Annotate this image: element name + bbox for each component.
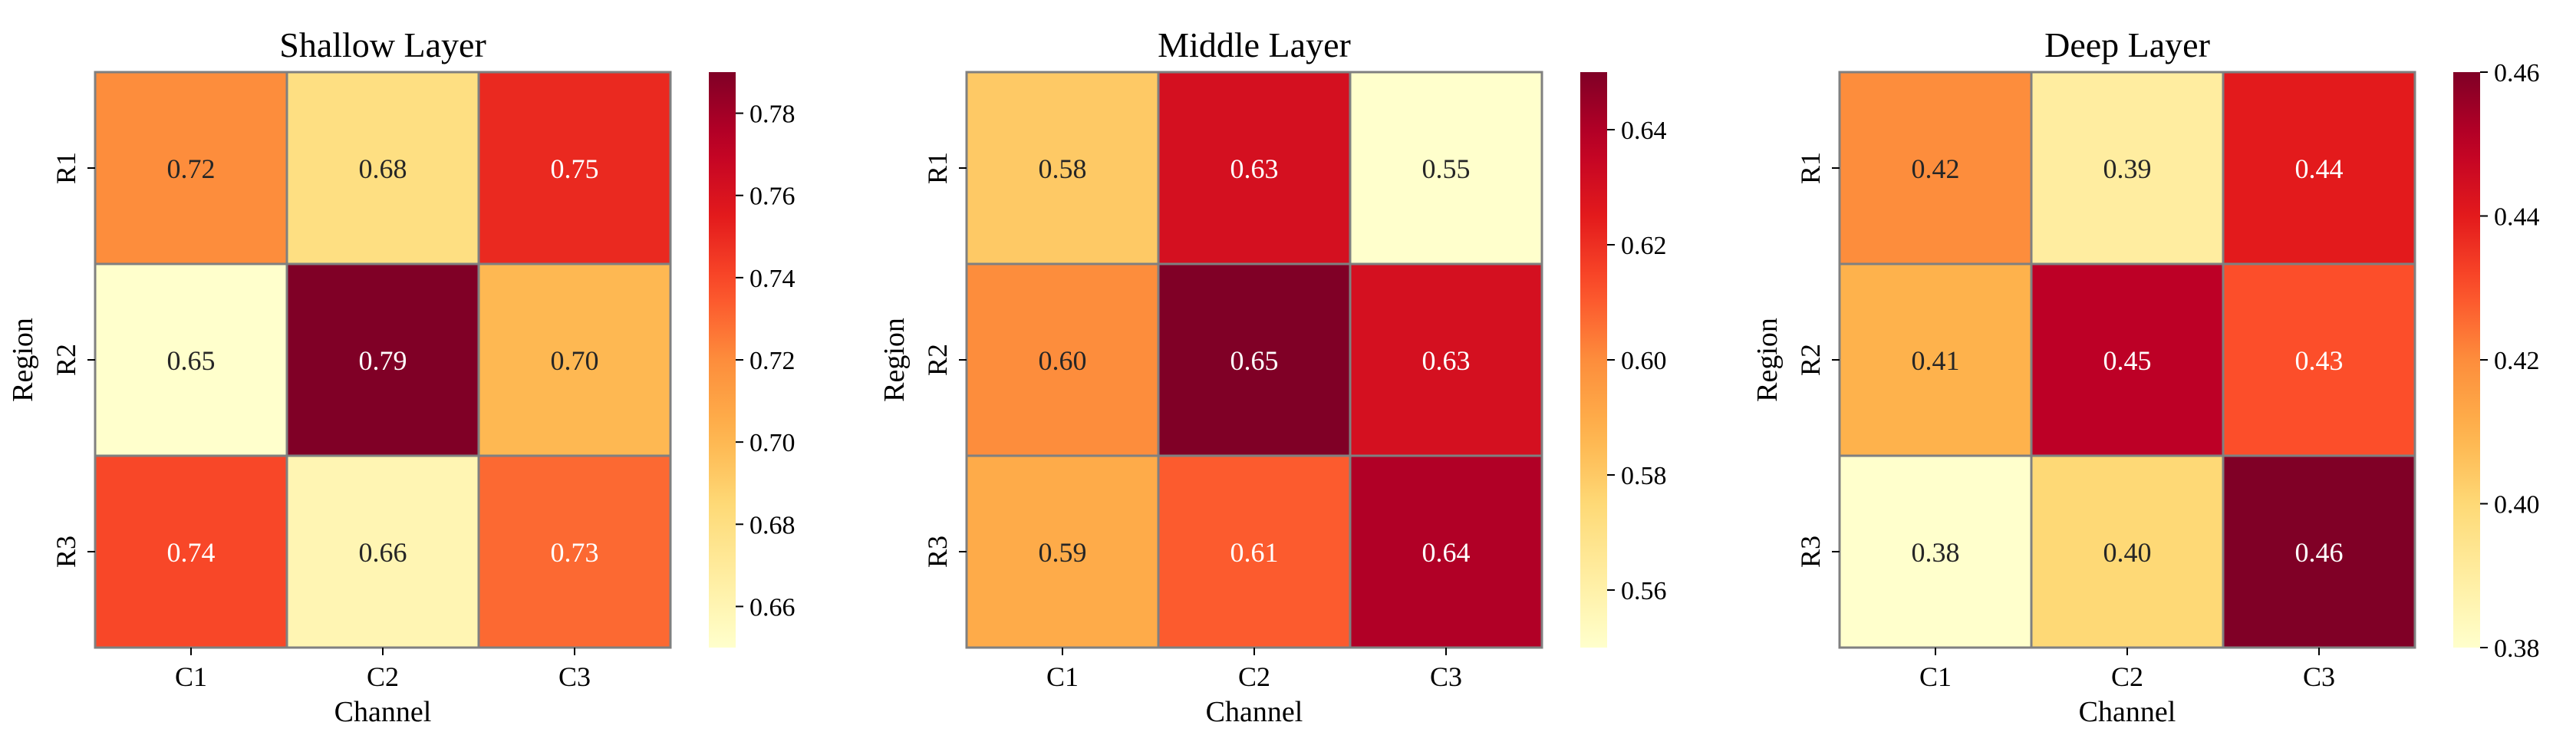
heatmap-cell [1157, 71, 1352, 265]
chart-title: Deep Layer [2044, 25, 2210, 64]
y-tick-label: R2 [1795, 344, 1826, 376]
y-tick-label: R1 [1795, 152, 1826, 184]
x-axis-label: Channel [334, 696, 432, 728]
heatmap-cell [2030, 454, 2225, 649]
heatmap-cell [965, 454, 1160, 649]
chart-title: Middle Layer [1158, 25, 1351, 64]
x-tick-label: C2 [1238, 661, 1270, 692]
heatmap-cell [2222, 262, 2416, 457]
x-tick-label: C3 [2303, 661, 2335, 692]
cell-value-label: 0.70 [551, 345, 599, 376]
colorbar-tick-label: 0.40 [2494, 491, 2540, 519]
colorbar-tick-label: 0.72 [749, 347, 796, 375]
heatmap-cell [1157, 454, 1352, 649]
heatmap-cell [94, 262, 288, 457]
cell-value-label: 0.41 [1912, 345, 1960, 376]
colorbar-tick-label: 0.56 [1621, 577, 1667, 605]
cell-value-label: 0.60 [1039, 345, 1087, 376]
y-tick-label: R2 [51, 344, 81, 376]
cell-value-label: 0.64 [1422, 537, 1471, 568]
x-axis-label: Channel [2079, 696, 2176, 728]
cell-value-label: 0.46 [2295, 537, 2344, 568]
heatmap-cell [1838, 71, 2033, 265]
y-tick-label: R1 [922, 152, 953, 184]
y-tick-label: R2 [922, 344, 953, 376]
cell-value-label: 0.79 [359, 345, 407, 376]
heatmap-cell [2222, 71, 2416, 265]
x-tick-label: C1 [1046, 661, 1079, 692]
cell-value-label: 0.72 [167, 153, 216, 184]
y-tick-label: R3 [1795, 536, 1826, 568]
colorbar [709, 72, 736, 648]
colorbar-tick-label: 0.68 [749, 511, 796, 539]
colorbar-tick-label: 0.38 [2494, 635, 2540, 663]
y-axis-label: Region [1751, 318, 1784, 402]
y-tick-label: R3 [922, 536, 953, 568]
y-tick-label: R3 [51, 536, 81, 568]
cell-value-label: 0.73 [551, 537, 599, 568]
cell-value-label: 0.65 [167, 345, 216, 376]
x-axis-label: Channel [1206, 696, 1303, 728]
colorbar-tick-label: 0.42 [2494, 347, 2540, 375]
cell-value-label: 0.68 [359, 153, 407, 184]
x-tick-label: C1 [175, 661, 207, 692]
heatmap-cell [2030, 71, 2225, 265]
cell-value-label: 0.55 [1422, 153, 1471, 184]
colorbar-tick-label: 0.70 [749, 429, 796, 457]
cell-value-label: 0.75 [551, 153, 599, 184]
cell-value-label: 0.39 [2103, 153, 2152, 184]
heatmap-cell [94, 71, 288, 265]
colorbar-tick-label: 0.74 [749, 265, 796, 293]
cell-value-label: 0.65 [1230, 345, 1279, 376]
heatmap-panel-3: Deep Layer 0.42 0.39 0.44 0.41 0.45 0.43 0.38 0.… [1751, 25, 2540, 728]
cell-value-label: 0.44 [2295, 153, 2344, 184]
colorbar [2453, 72, 2480, 648]
colorbar-tick-label: 0.62 [1621, 232, 1667, 260]
colorbar-tick-label: 0.58 [1621, 462, 1667, 490]
cell-value-label: 0.74 [167, 537, 216, 568]
x-tick-label: C2 [367, 661, 399, 692]
heatmap-cell [1349, 262, 1543, 457]
colorbar-tick-label: 0.60 [1621, 347, 1667, 375]
cell-value-label: 0.38 [1912, 537, 1960, 568]
cell-value-label: 0.40 [2103, 537, 2152, 568]
heatmap-cell [1349, 71, 1543, 265]
cell-value-label: 0.45 [2103, 345, 2152, 376]
y-tick-label: R1 [51, 152, 81, 184]
heatmap-panel-2: Middle Layer 0.58 0.63 0.55 0.60 0.65 0.63 0.59… [878, 25, 1667, 728]
colorbar-tick-label: 0.64 [1621, 117, 1667, 145]
cell-value-label: 0.63 [1230, 153, 1279, 184]
cell-value-label: 0.58 [1039, 153, 1087, 184]
cell-value-label: 0.63 [1422, 345, 1471, 376]
colorbar-tick-label: 0.66 [749, 593, 796, 621]
colorbar-tick-label: 0.46 [2494, 59, 2540, 87]
cell-value-label: 0.43 [2295, 345, 2344, 376]
chart-title: Shallow Layer [279, 25, 486, 64]
x-tick-label: C1 [1919, 661, 1952, 692]
colorbar [1580, 72, 1607, 648]
heatmap-cell [285, 454, 480, 649]
heatmap-panel-1: Shallow Layer 0.72 0.68 0.75 0.65 0.79 0.70 0.7… [7, 25, 796, 728]
cell-value-label: 0.42 [1912, 153, 1960, 184]
heatmap-cell [1157, 262, 1352, 457]
x-tick-label: C3 [558, 661, 591, 692]
heatmap-cell [477, 262, 672, 457]
heatmap-cell [965, 71, 1160, 265]
colorbar-tick-label: 0.78 [749, 101, 796, 129]
x-tick-label: C2 [2111, 661, 2143, 692]
cell-value-label: 0.61 [1230, 537, 1279, 568]
colorbar-tick-label: 0.44 [2494, 203, 2540, 232]
heatmap-cell [285, 262, 480, 457]
heatmap-cell [1349, 454, 1543, 649]
y-axis-label: Region [7, 318, 39, 402]
heatmap-cell [477, 71, 672, 265]
cell-value-label: 0.59 [1039, 537, 1087, 568]
colorbar-tick-label: 0.76 [749, 183, 796, 211]
y-axis-label: Region [878, 318, 911, 402]
x-tick-label: C3 [1430, 661, 1462, 692]
cell-value-label: 0.66 [359, 537, 407, 568]
heatmap-cell [285, 71, 480, 265]
